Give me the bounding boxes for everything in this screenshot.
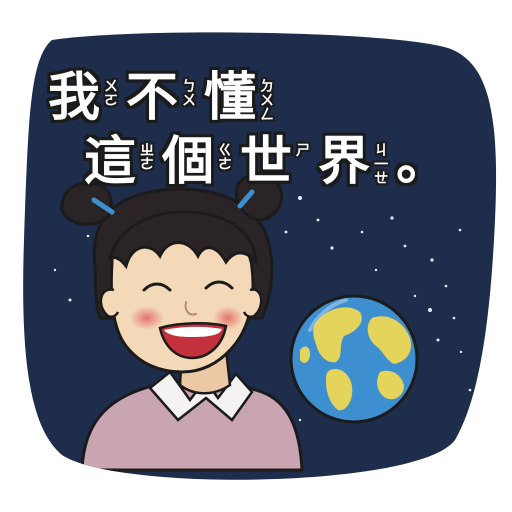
caption-char: 懂 (204, 68, 257, 128)
ear-left (99, 288, 120, 319)
caption-line-2: 這 ㄓㄜ 個 ㄍㄜ 世 ㄕ 界 ㄐ一ㄝ 。 (84, 136, 448, 188)
caption-char: 世 (240, 132, 293, 192)
nose (184, 301, 197, 316)
eye-left (142, 282, 172, 292)
earth-continents (300, 307, 412, 411)
caption-char: 我 (48, 68, 101, 128)
caption-char: 這 (84, 132, 137, 192)
hair-bun-left (60, 181, 113, 226)
zhuyin-annotation: ㄕ (296, 143, 311, 159)
teeth (164, 326, 222, 337)
collar (148, 370, 254, 422)
zhuyin-annotation: ㄍㄜ (218, 143, 233, 173)
zhuyin-annotation: ㄨㄛ (104, 79, 119, 109)
caption-period: 。 (396, 132, 449, 192)
zhuyin-annotation: ㄐ一ㄝ (374, 143, 389, 187)
ear-right (242, 288, 263, 319)
zhuyin-annotation: ㄅㄨ (182, 79, 197, 109)
zhuyin-annotation: ㄓㄜ (140, 143, 155, 173)
hair-tie-right (237, 189, 255, 209)
hair-tie-left (91, 197, 115, 215)
caption-char: 界 (318, 132, 371, 192)
cheek-left (130, 306, 164, 330)
earth-highlight (308, 298, 348, 332)
eye-right (204, 280, 234, 290)
caption-char: 個 (162, 132, 215, 192)
caption-line-1: 我 ㄨㄛ 不 ㄅㄨ 懂 ㄉㄨㄥ (48, 72, 282, 124)
hair-bangs (107, 210, 258, 270)
girl (60, 172, 304, 472)
zhuyin-annotation: ㄉㄨㄥ (260, 79, 275, 123)
earth (289, 294, 419, 424)
caption-char: 不 (126, 68, 179, 128)
